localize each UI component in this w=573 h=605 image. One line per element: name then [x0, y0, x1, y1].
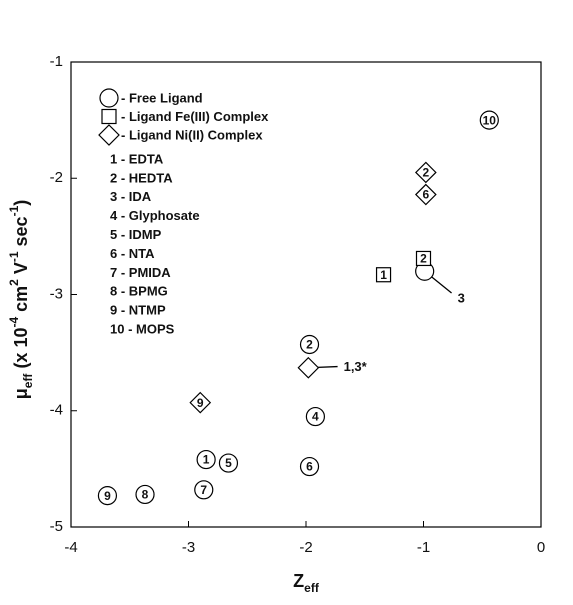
y-axis-title-part: sec	[11, 216, 31, 251]
marker-circle	[196, 449, 216, 470]
marker-circle	[218, 453, 239, 473]
y-tick-label: -2	[50, 169, 63, 186]
legend-label: - Free Ligand	[121, 90, 203, 105]
y-axis-title: μeff (x 10-4 cm2 V-1 sec-1)	[7, 200, 35, 400]
legend-label: - Ligand Fe(III) Complex	[121, 109, 269, 124]
marker-circle	[135, 484, 155, 505]
x-tick-label: -2	[299, 539, 312, 556]
marker-circle	[479, 110, 499, 130]
y-tick-label: -1	[50, 53, 63, 70]
y-axis-title-part: -4	[7, 317, 21, 328]
key-entry: 3 - IDA	[110, 189, 152, 204]
point-label: 2	[306, 338, 313, 352]
y-axis-title-part: -1	[7, 205, 21, 216]
point-label: 10	[483, 113, 497, 127]
marker-square	[101, 108, 117, 125]
x-tick-label: -1	[417, 539, 430, 556]
key-entry: 8 - BPMG	[110, 284, 168, 299]
y-axis-title-part: μ	[11, 388, 31, 399]
callout-label: 3	[458, 290, 465, 305]
point-label: 7	[200, 483, 207, 497]
marker-circle	[299, 456, 320, 477]
y-tick-label: -5	[50, 518, 63, 535]
point-label: 2	[423, 166, 430, 180]
x-tick-label: -4	[64, 539, 77, 556]
point-label: 2	[420, 252, 427, 266]
y-tick-label: -4	[50, 402, 63, 419]
y-axis-title-part: )	[11, 200, 31, 206]
y-axis-title-part: 2	[7, 279, 21, 286]
key-entry: 5 - IDMP	[110, 227, 162, 242]
y-axis-title-part: -1	[7, 251, 21, 262]
marker-diamond	[415, 161, 437, 184]
marker-square	[415, 250, 432, 267]
marker-circle	[194, 480, 214, 500]
y-axis-title-part: (x 10	[11, 328, 31, 374]
key-entry: 1 - EDTA	[110, 151, 164, 166]
key-entry: 2 - HEDTA	[110, 170, 173, 185]
x-axis-title-part: eff	[304, 581, 320, 595]
point-label: 1	[380, 268, 387, 282]
marker-diamond	[189, 391, 212, 414]
y-axis-title-part: V	[11, 262, 31, 279]
marker-diamond	[415, 183, 437, 206]
point-label: 4	[312, 410, 319, 424]
y-tick-label: -3	[50, 285, 63, 302]
point-label: 5	[225, 456, 232, 470]
callout-label: 1,3*	[344, 359, 368, 374]
key-entry: 10 - MOPS	[110, 322, 175, 337]
y-axis-title-part: cm	[11, 286, 31, 317]
key-entry: 9 - NTMP	[110, 303, 166, 318]
marker-circle	[299, 334, 320, 355]
marker-diamond	[297, 356, 320, 379]
point-label: 9	[104, 489, 111, 503]
marker-circle	[305, 406, 325, 427]
point-label: 6	[423, 188, 430, 202]
legend-label: - Ligand Ni(II) Complex	[121, 127, 263, 142]
marker-circle	[99, 88, 119, 108]
x-axis-title: Zeff	[293, 571, 320, 595]
x-tick-label: -3	[182, 539, 195, 556]
key-entry: 7 - PMIDA	[110, 265, 171, 280]
point-label: 6	[306, 460, 313, 474]
marker-circle	[97, 486, 118, 506]
y-axis-title-part: eff	[21, 373, 35, 389]
x-axis-title-part: Z	[293, 571, 304, 591]
x-tick-label: 0	[537, 539, 545, 556]
point-label: 9	[197, 396, 204, 410]
point-label: 8	[142, 488, 149, 502]
key-entry: 4 - Glyphosate	[110, 208, 200, 223]
key-entry: 6 - NTA	[110, 246, 155, 261]
marker-square	[375, 267, 392, 283]
marker-diamond	[98, 124, 120, 146]
point-label: 1	[203, 453, 210, 467]
